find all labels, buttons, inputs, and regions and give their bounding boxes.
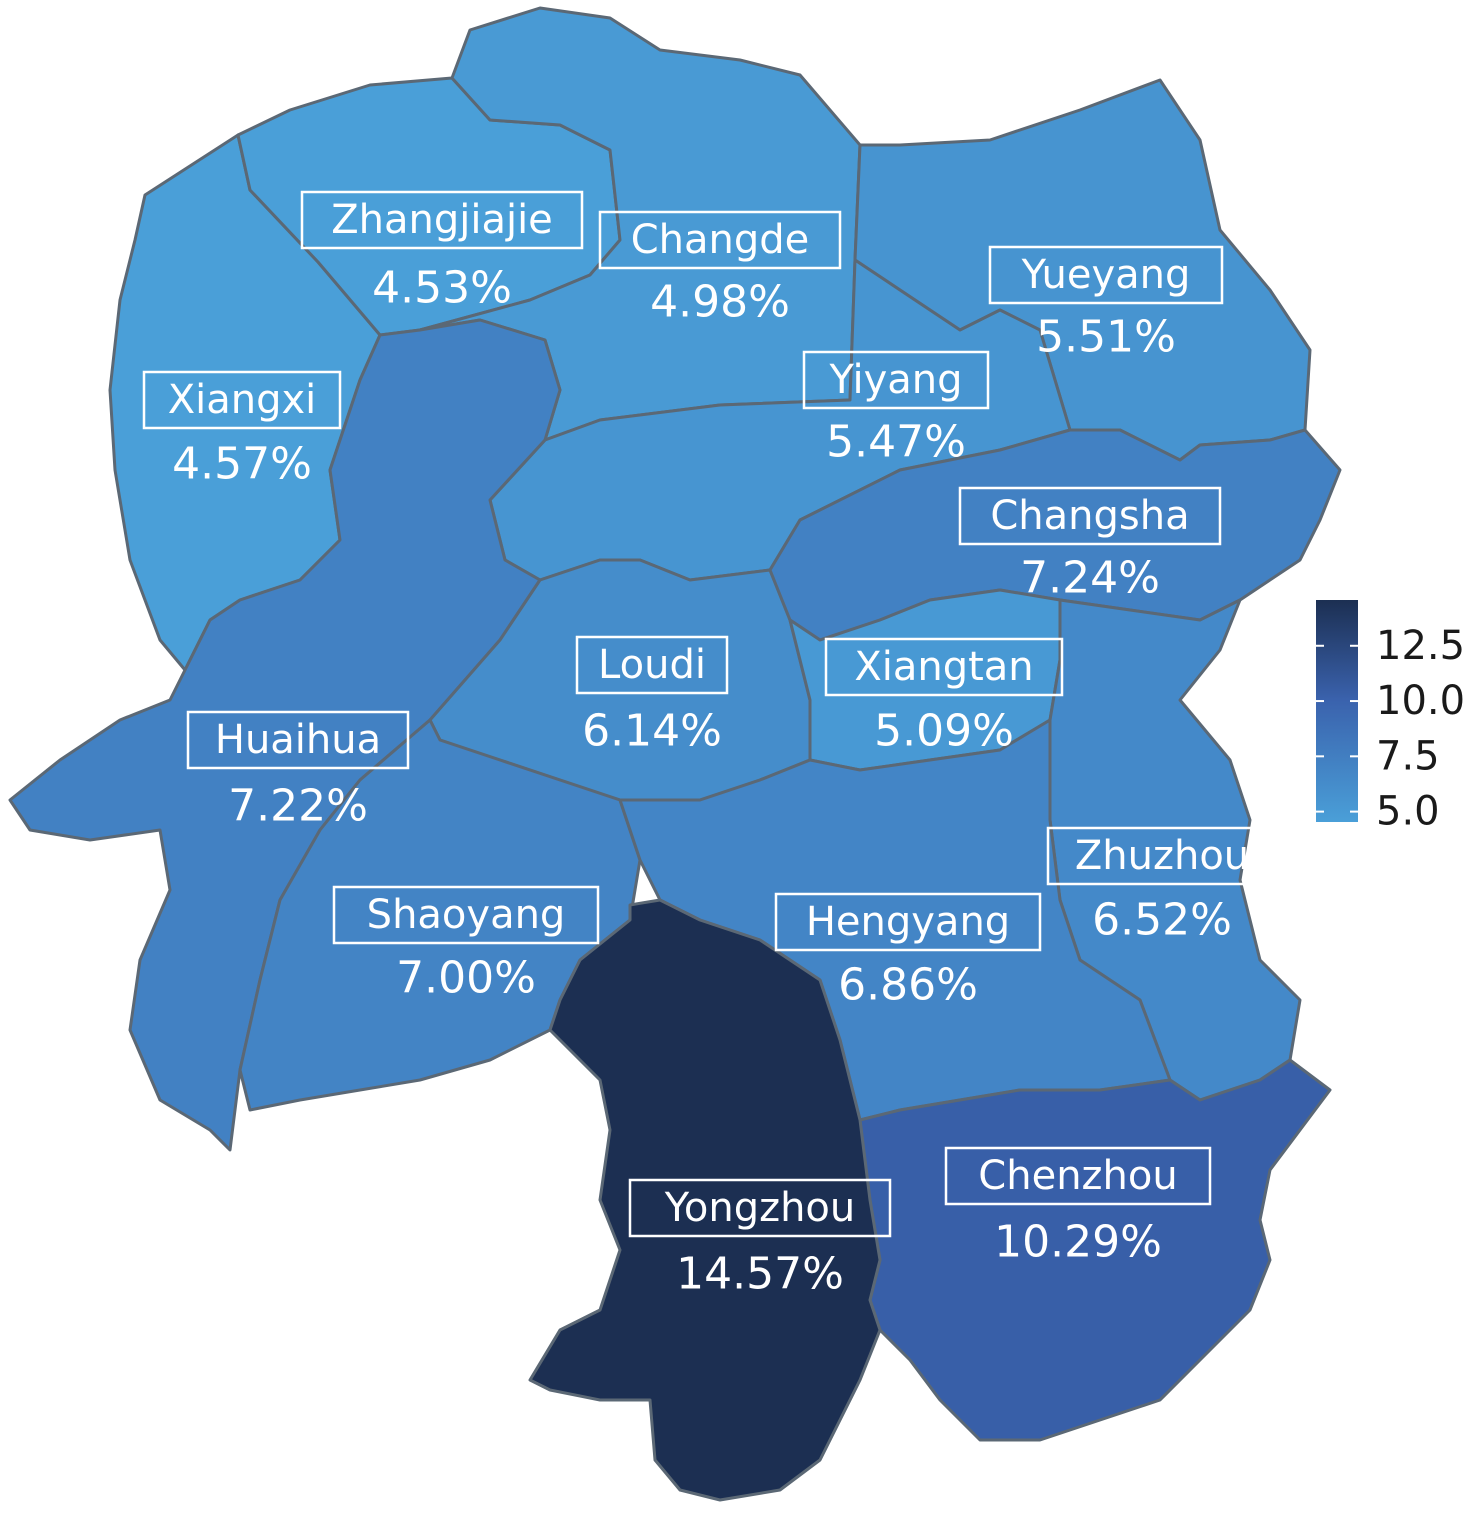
region-value: 6.14% [582, 706, 722, 757]
region-value: 4.57% [172, 439, 312, 490]
region-name: Hengyang [806, 899, 1010, 945]
label-yongzhou: Yongzhou 14.57% [628, 1178, 892, 1300]
region-shaoyang[interactable] [238, 718, 642, 1112]
label-xiangtan: Xiangtan 5.09% [824, 637, 1064, 757]
label-hengyang: Hengyang 6.86% [774, 892, 1042, 1011]
label-zhuzhou: Zhuzhou 6.52% [1046, 826, 1278, 946]
label-box [944, 1146, 1212, 1206]
label-xiangxi: Xiangxi 4.57% [142, 370, 342, 490]
label-box [774, 892, 1042, 952]
region-name: Chenzhou [978, 1153, 1177, 1199]
label-box [988, 245, 1224, 305]
region-name: Zhuzhou [1075, 833, 1249, 879]
region-huaihua[interactable] [8, 318, 562, 1152]
region-name: Huaihua [215, 717, 381, 763]
region-name: Loudi [598, 642, 706, 688]
label-huaihua: Huaihua 7.22% [186, 710, 410, 832]
region-value: 4.98% [650, 277, 790, 328]
label-box [300, 190, 584, 250]
label-box [142, 370, 342, 430]
label-box [802, 350, 990, 410]
label-changsha: Changsha 7.24% [958, 486, 1222, 604]
colorbar-legend: 12.5 10.0 7.5 5.0 [1316, 600, 1465, 835]
region-value: 7.22% [228, 781, 368, 832]
label-yueyang: Yueyang 5.51% [988, 245, 1224, 363]
label-box [958, 486, 1222, 546]
label-yiyang: Yiyang 5.47% [802, 350, 990, 468]
colorbar-tick-label: 7.5 [1376, 733, 1440, 779]
region-labels: Zhangjiajie 4.53% Changde 4.98% Yueyang … [142, 190, 1278, 1300]
label-changde: Changde 4.98% [598, 210, 842, 328]
region-value: 7.24% [1020, 553, 1160, 604]
label-box [824, 637, 1064, 697]
region-value: 6.86% [838, 960, 978, 1011]
region-name: Zhangjiajie [331, 197, 553, 243]
label-shaoyang: Shaoyang 7.00% [332, 885, 600, 1004]
region-value: 10.29% [994, 1217, 1162, 1268]
label-box [332, 885, 600, 945]
map-regions [8, 6, 1342, 1502]
region-name: Changsha [990, 493, 1189, 539]
label-zhangjiajie: Zhangjiajie 4.53% [300, 190, 584, 314]
colorbar-ticks: 12.5 10.0 7.5 5.0 [1316, 623, 1465, 835]
region-chenzhou[interactable] [858, 1058, 1332, 1442]
colorbar-gradient [1316, 600, 1358, 822]
region-name: Yueyang [1021, 252, 1191, 298]
colorbar-tick-label: 5.0 [1376, 789, 1440, 835]
label-box [186, 710, 410, 770]
region-value: 4.53% [372, 263, 512, 314]
region-value: 5.09% [874, 706, 1014, 757]
region-value: 6.52% [1092, 895, 1232, 946]
region-name: Yiyang [828, 357, 962, 403]
label-box [1046, 826, 1278, 886]
label-box [628, 1178, 892, 1238]
region-yongzhou[interactable] [528, 898, 882, 1502]
region-value: 5.47% [826, 417, 966, 468]
region-name: Changde [631, 217, 810, 263]
colorbar-tick-label: 12.5 [1376, 623, 1465, 669]
label-box [575, 635, 729, 695]
region-name: Yongzhou [664, 1185, 856, 1231]
label-box [598, 210, 842, 270]
label-loudi: Loudi 6.14% [575, 635, 729, 757]
region-value: 7.00% [396, 953, 536, 1004]
region-value: 5.51% [1036, 312, 1176, 363]
region-name: Xiangtan [854, 644, 1033, 690]
label-chenzhou: Chenzhou 10.29% [944, 1146, 1212, 1268]
region-value: 14.57% [676, 1249, 844, 1300]
region-name: Shaoyang [367, 892, 566, 938]
region-name: Xiangxi [168, 377, 317, 423]
colorbar-tick-label: 10.0 [1376, 678, 1465, 724]
